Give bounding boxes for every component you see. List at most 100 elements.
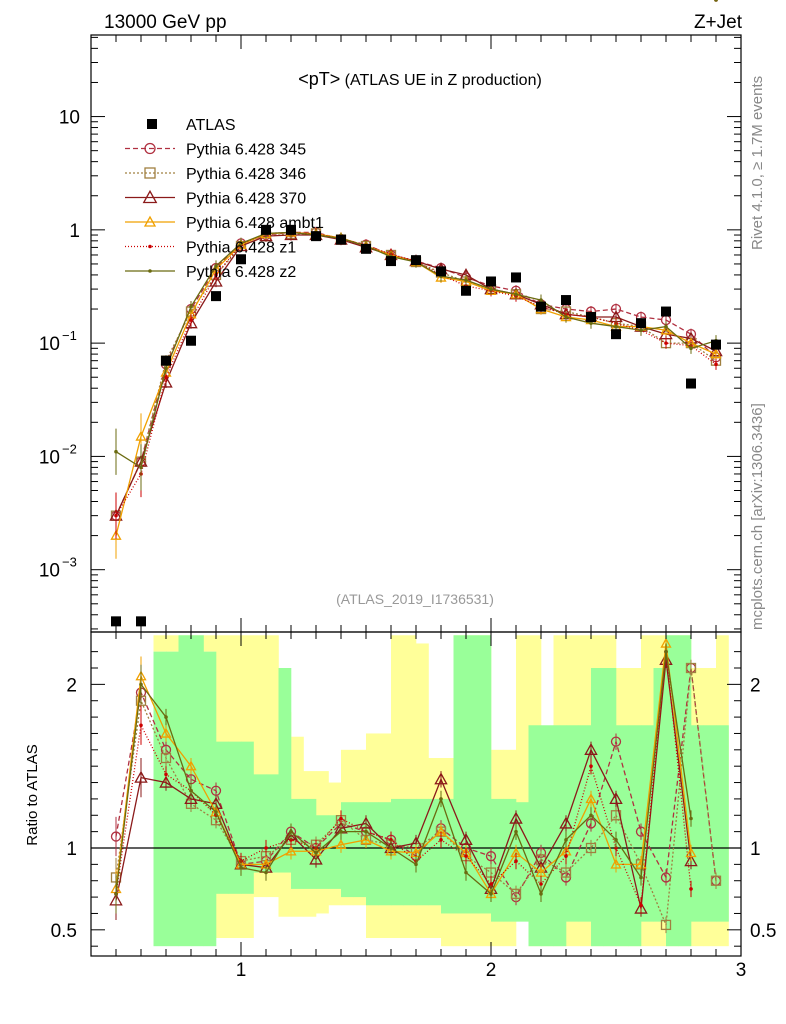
y-tick-label: 10: [39, 447, 60, 468]
ratio-marker-2: [309, 852, 323, 865]
ratio-band-green: [191, 635, 204, 947]
series-marker-3: [110, 529, 122, 540]
ratio-marker-4: [589, 764, 593, 768]
legend-label-0: Pythia 6.428 345: [186, 142, 306, 159]
ratio-marker-5: [139, 682, 143, 687]
series-marker-5: [639, 328, 643, 333]
series-marker-5: [539, 298, 543, 302]
data-point: [361, 243, 371, 254]
data-point: [261, 224, 271, 235]
y-tick-label: 10: [39, 334, 60, 355]
ratio-marker-5: [589, 813, 593, 818]
data-point: [286, 224, 296, 235]
ratio-marker-2: [609, 791, 623, 805]
ratio-band-green: [378, 802, 392, 906]
series-marker-5: [464, 278, 468, 282]
ratio-y-tick-label: 0.5: [51, 921, 77, 942]
ratio-band-green: [616, 725, 629, 947]
ratio-band-green: [716, 725, 729, 922]
series-marker-4: [189, 318, 193, 322]
legend-marker-4: [148, 244, 152, 249]
ratio-y-tick-label-right: 1: [750, 839, 761, 860]
legend-marker-2: [142, 189, 158, 204]
series-marker-2: [184, 316, 198, 329]
legend-label-3: Pythia 6.428 ambt1: [186, 215, 324, 232]
y-tick-exponent: −1: [62, 328, 77, 343]
data-point: [486, 276, 496, 287]
legend-label-4: Pythia 6.428 z1: [186, 240, 296, 257]
ratio-marker-2: [434, 772, 448, 785]
data-point: [636, 318, 646, 329]
series-marker-5: [589, 321, 593, 325]
data-point: [411, 255, 421, 266]
ratio-band-green: [166, 651, 179, 947]
ratio-band-green: [591, 668, 604, 947]
ratio-line-5: [115, 651, 692, 896]
data-point: [386, 256, 396, 267]
ratio-marker-1: [560, 867, 572, 878]
data-point: [561, 295, 571, 306]
ratio-marker-2: [459, 832, 473, 845]
ratio-band-green: [691, 725, 704, 922]
ratio-line-2: [115, 659, 692, 909]
data-point: [211, 291, 221, 302]
ratio-marker-5: [639, 875, 643, 880]
ratio-marker-4: [539, 882, 543, 886]
series-marker-4: [714, 362, 718, 367]
ratio-marker-0: [110, 831, 122, 842]
data-point: [536, 301, 546, 312]
ratio-marker-4: [639, 903, 643, 908]
data-point: [161, 355, 171, 366]
data-point: [336, 234, 346, 245]
legend-label-data: ATLAS: [186, 117, 236, 134]
data-point: [436, 266, 446, 277]
x-tick-label: 3: [736, 960, 747, 981]
ratio-marker-2: [184, 791, 198, 805]
ratio-marker-5: [689, 816, 693, 821]
ratio-y-tick-label: 1: [66, 839, 77, 860]
ratio-band-green: [278, 668, 292, 873]
data-point: [711, 339, 721, 350]
ratio-marker-5: [464, 870, 468, 875]
ratio-marker-5: [239, 865, 243, 870]
ratio-band-green: [566, 725, 579, 922]
ratio-marker-4: [514, 859, 518, 863]
series-marker-5: [614, 324, 618, 329]
series-marker-5: [239, 241, 243, 246]
ratio-band-green: [503, 798, 517, 922]
ratio-plot-panel: 1 2 3 2 2 1 1 0.5 0.5 Ratio to ATLAS: [24, 0, 776, 981]
ratio-band-green: [228, 741, 242, 894]
ratio-marker-4: [339, 816, 343, 821]
ratio-marker-1: [610, 810, 622, 821]
ratio-marker-2: [509, 811, 523, 824]
ratio-band-green: [153, 651, 167, 947]
ratio-y-axis-label: Ratio to ATLAS: [24, 744, 41, 845]
ratio-band-green: [203, 651, 217, 947]
series-marker-5: [489, 287, 493, 291]
legend-marker-3: [143, 215, 157, 227]
ratio-line-3: [115, 643, 692, 896]
series-marker-4: [214, 273, 218, 277]
ratio-marker-4: [564, 854, 568, 858]
y-tick-exponent: −3: [62, 555, 77, 570]
ratio-marker-3: [185, 760, 197, 771]
series-marker-5: [564, 315, 568, 319]
ratio-band-green: [478, 635, 492, 914]
ratio-marker-2: [559, 816, 573, 829]
ratio-marker-3: [360, 833, 372, 845]
series-marker-5: [664, 324, 668, 329]
legend-marker-0: [144, 142, 156, 155]
ratio-marker-4: [264, 846, 268, 850]
ratio-marker-2: [159, 775, 173, 788]
data-point: [311, 231, 321, 242]
ratio-marker-5: [289, 829, 293, 834]
x-tick-label: 2: [486, 960, 497, 981]
ratio-y-tick-label-right: 0.5: [750, 921, 776, 942]
y-tick-label: 10: [59, 108, 80, 129]
series-marker-3: [135, 430, 147, 441]
ratio-marker-5: [314, 851, 318, 855]
main-plot-panel: <pT> (ATLAS UE in Z production) (ATLAS_2…: [39, 34, 742, 633]
ratio-marker-1: [660, 919, 672, 931]
ratio-band-green: [553, 725, 567, 947]
ratio-marker-0: [610, 736, 622, 747]
